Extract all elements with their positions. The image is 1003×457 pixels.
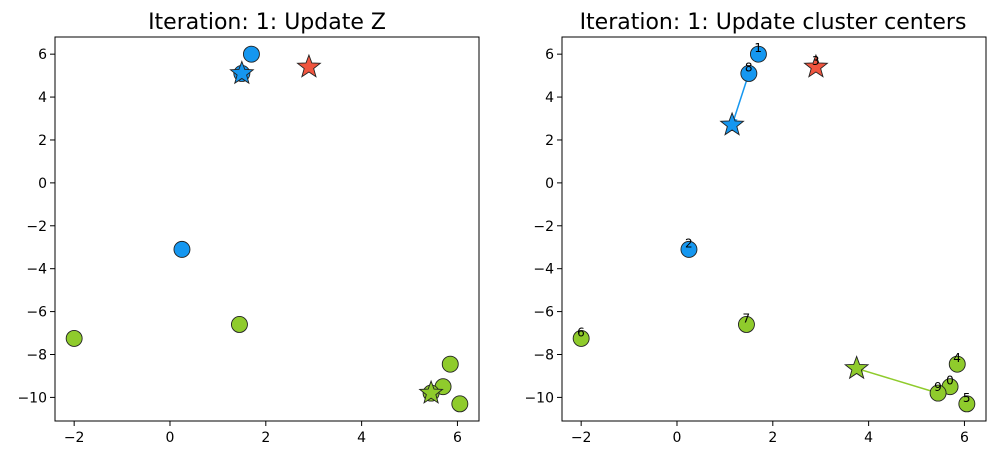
x-tick-label: 6: [453, 430, 462, 446]
data-point: [451, 395, 469, 413]
y-tick-label: 4: [38, 90, 47, 106]
point-label: 0: [946, 374, 954, 388]
chart-title: Iteration: 1: Update cluster centers: [580, 10, 967, 35]
x-tick-label: 4: [864, 430, 873, 446]
center-move-arrow: [730, 73, 750, 126]
y-tick-label: 2: [545, 133, 554, 149]
data-point: [173, 240, 191, 258]
y-tick-label: 6: [545, 47, 554, 63]
data-point: [740, 65, 758, 82]
point-label: 6: [577, 325, 585, 339]
data-point: [65, 329, 83, 347]
y-tick-label: 4: [545, 90, 554, 106]
point-label: 7: [742, 311, 750, 325]
x-tick-label: 4: [357, 430, 366, 446]
point-label: 2: [685, 236, 693, 250]
point-label: 9: [934, 380, 942, 394]
y-tick-label: 0: [38, 176, 47, 192]
point-label: 5: [963, 391, 971, 405]
point-label: 3: [812, 54, 820, 68]
center-move-arrow: [855, 366, 939, 394]
y-tick-label: −6: [533, 305, 554, 321]
y-tick-label: −10: [524, 390, 554, 406]
data-point: [680, 240, 698, 258]
x-tick-label: 2: [768, 430, 777, 446]
data-point: [738, 316, 755, 333]
cluster-center-star: [296, 53, 322, 78]
x-tick-label: 6: [960, 430, 969, 446]
data-point: [231, 316, 248, 333]
x-tick-label: −2: [64, 430, 85, 446]
y-tick-label: 2: [38, 133, 47, 149]
x-tick-label: 2: [261, 430, 270, 446]
x-tick-label: 0: [673, 430, 682, 446]
chart-left: Iteration: 1: Update Z −2 0 2 4 6 6 4 2 0 −2 −4 −6 −…: [17, 10, 480, 446]
data-point: [242, 45, 260, 63]
point-label: 1: [754, 41, 762, 55]
y-tick-label: 0: [545, 176, 554, 192]
chart-right: Iteration: 1: Update cluster centers −2 0…: [524, 10, 987, 446]
data-point: [958, 395, 976, 413]
data-point: [948, 355, 966, 373]
cluster-center-star: [719, 111, 745, 136]
y-tick-label: −2: [533, 219, 554, 235]
y-tick-label: −2: [26, 219, 47, 235]
y-tick-label: 6: [38, 47, 47, 63]
cluster-center-star: [418, 379, 444, 404]
axes-frame: [561, 36, 987, 422]
cluster-center-star: [843, 355, 870, 380]
cluster-center-star: [803, 53, 829, 78]
y-tick-label: −4: [26, 262, 47, 278]
data-point: [929, 384, 947, 402]
axes-frame: [54, 36, 480, 422]
point-label: 8: [745, 60, 753, 74]
x-tick-label: 0: [166, 430, 175, 446]
y-tick-label: −10: [17, 390, 47, 406]
y-tick-label: −6: [26, 305, 47, 321]
chart-title: Iteration: 1: Update Z: [148, 10, 386, 35]
x-tick-label: −2: [571, 430, 592, 446]
cluster-center-star: [229, 60, 255, 85]
y-tick-label: −8: [26, 347, 47, 363]
data-point: [441, 355, 459, 373]
data-point: [749, 45, 767, 63]
data-point: [572, 329, 590, 347]
point-label: 4: [953, 351, 961, 365]
y-tick-label: −4: [533, 262, 554, 278]
y-tick-label: −8: [533, 347, 554, 363]
